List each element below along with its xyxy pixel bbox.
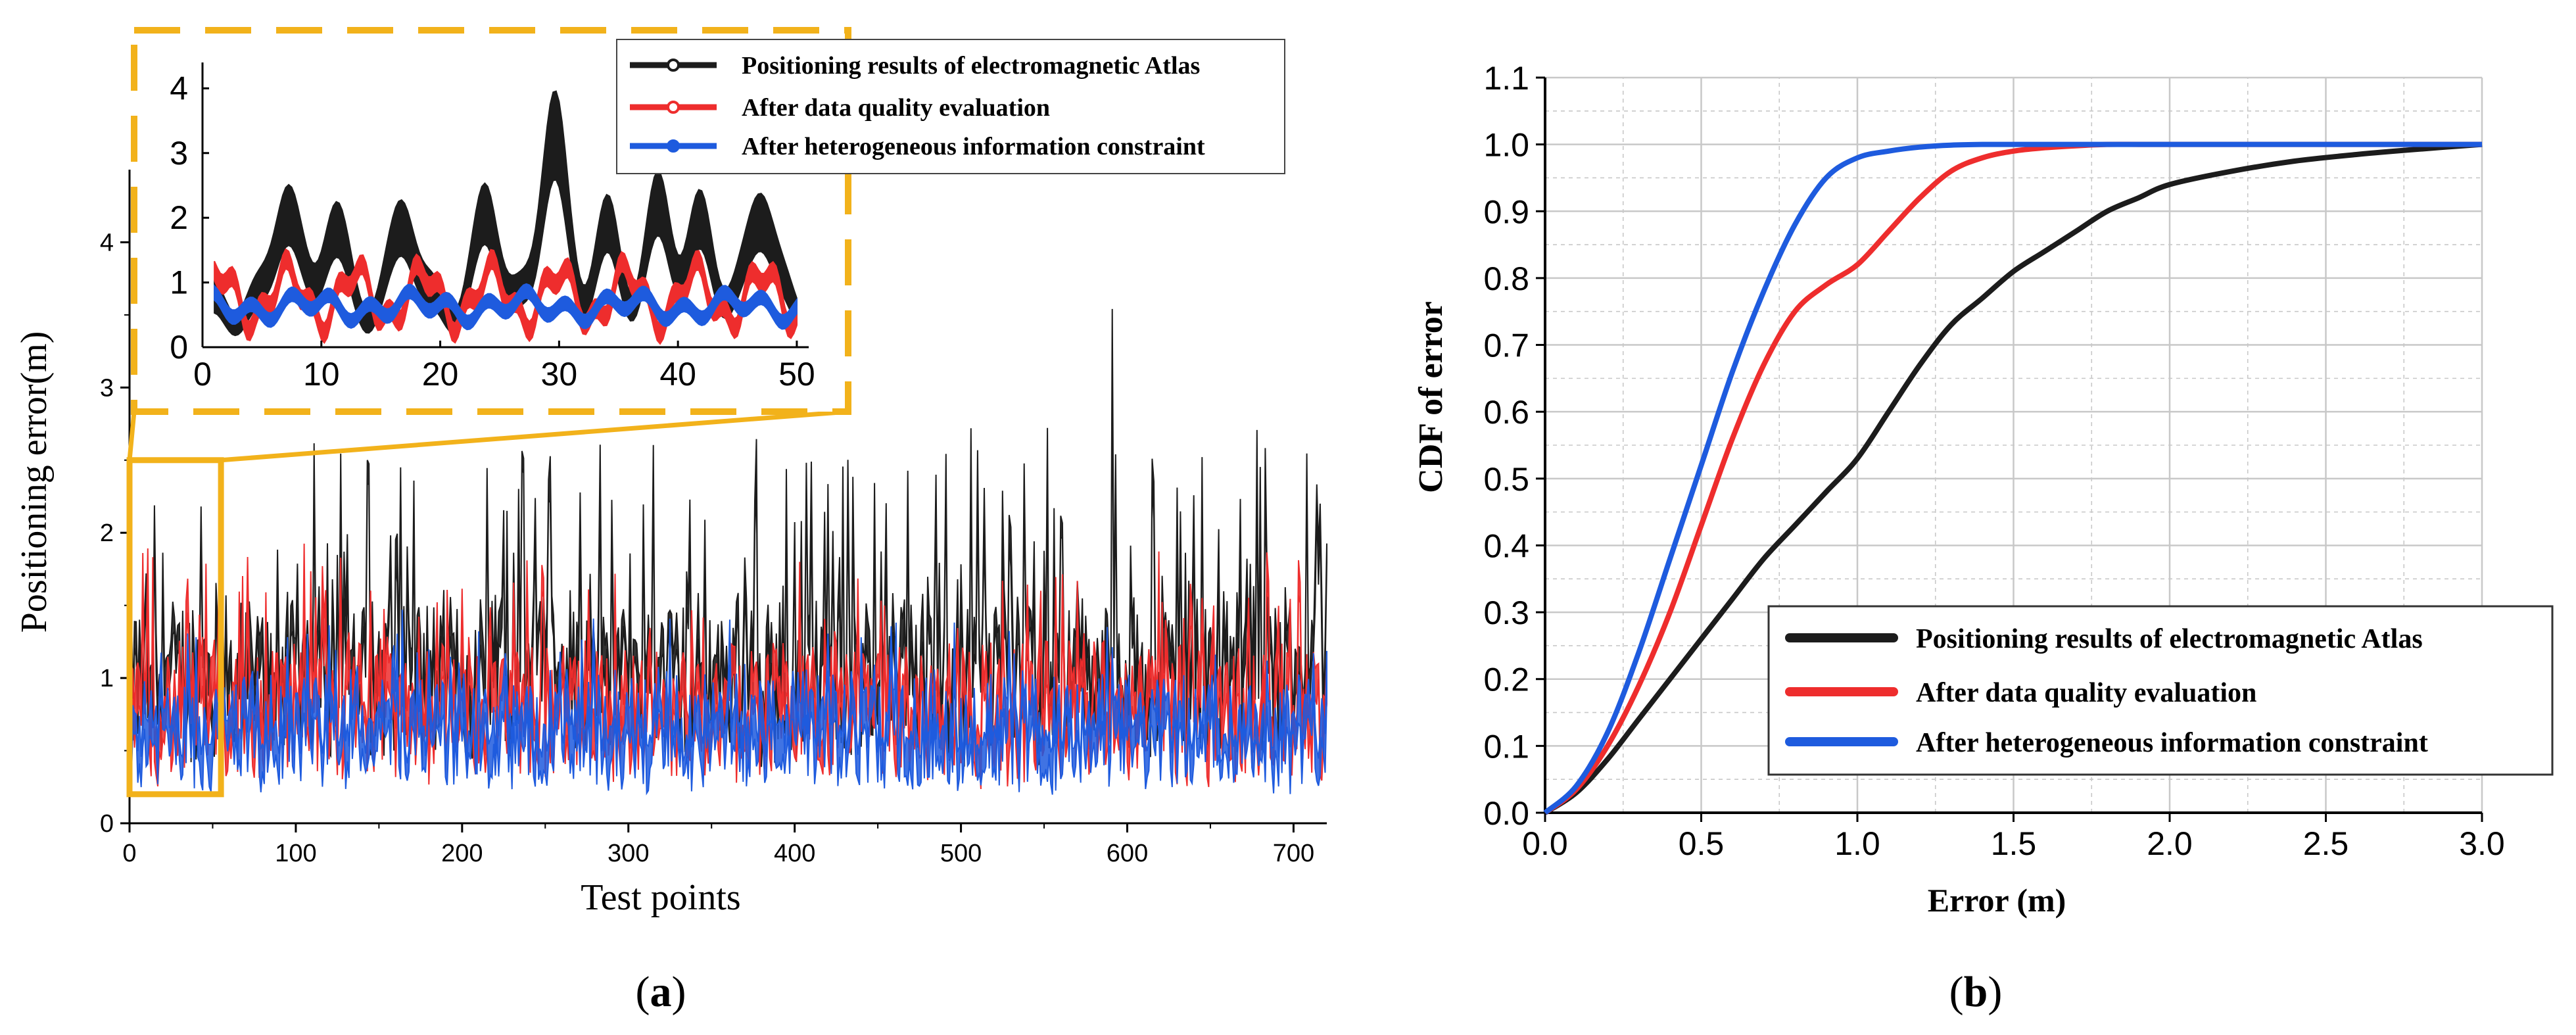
panel-a-x-tick-label: 100 (275, 840, 316, 867)
inset-legend-marker-quality (667, 101, 680, 114)
panel-a-series-group (129, 308, 1327, 796)
panel-b-y-tick-label: 0.7 (1483, 327, 1529, 364)
panel-b-legend: Positioning results of electromagnetic A… (1767, 605, 2554, 776)
panel-b-y-tick-label: 0.3 (1483, 594, 1529, 631)
panel-b-y-tick-label: 0.1 (1483, 728, 1529, 765)
panel-b-x-tick-label: 2.5 (2303, 825, 2349, 862)
panel-b-y-tick-label: 0.2 (1483, 662, 1529, 698)
inset-tick-labels: 0 10 20 30 40 50 0 1 2 3 4 (170, 70, 815, 393)
panel-b-y-tick-label: 0.6 (1483, 394, 1529, 431)
panel-a-y-tick-label: 0 (100, 810, 114, 838)
panel-b-axes (1536, 76, 2483, 822)
panel-a-x-tick-label: 500 (940, 840, 982, 867)
panel-b-y-tick-label: 1.1 (1483, 60, 1529, 97)
panel-b-y-tick-label: 0.8 (1483, 260, 1529, 297)
panel-b-series-heterogeneous (1543, 141, 2482, 815)
panel-b-y-tick-label: 0.0 (1483, 795, 1529, 832)
inset-chart: 0 10 20 30 40 50 0 1 2 3 4 Positioning results of … (131, 27, 1285, 415)
inset-legend-marker-atlas (667, 59, 680, 72)
inset-x-tick-label: 20 (422, 356, 459, 393)
inset-y-tick-label: 0 (170, 329, 188, 366)
inset-series-heterogeneous (214, 283, 798, 331)
inset-legend: Positioning results of electromagnetic A… (616, 39, 1285, 174)
panel-b: 0.0 0.5 1.0 1.5 2.0 2.5 3.0 0.0 0.1 0.2 0.3 0.4 0.5 0… (1412, 60, 2554, 1016)
panel-a-y-axis-label: Positioning error(m) (14, 331, 55, 633)
panel-a-x-tick-label: 600 (1107, 840, 1148, 867)
panel-a-x-tick-label: 300 (608, 840, 649, 867)
panel-b-legend-item-atlas: Positioning results of electromagnetic A… (1785, 624, 2423, 654)
panel-a-caption: (a) (636, 968, 686, 1016)
inset-legend-item-atlas: Positioning results of electromagnetic A… (630, 52, 1200, 80)
zoom-connector-right (220, 409, 849, 463)
inset-x-tick-label: 0 (193, 356, 212, 393)
panel-b-caption-letter: b (1964, 968, 1988, 1016)
panel-b-y-axis-label: CDF of error (1412, 301, 1450, 493)
panel-b-y-tick-label: 0.4 (1483, 527, 1529, 564)
panel-b-x-tick-label: 3.0 (2459, 825, 2505, 862)
panel-b-legend-label-atlas: Positioning results of electromagnetic A… (1916, 624, 2423, 654)
inset-x-tick-label: 10 (303, 356, 340, 393)
inset-legend-label-heterogeneous: After heterogeneous information constrai… (742, 133, 1205, 160)
panel-b-series-group (1543, 141, 2483, 815)
panel-b-tick-labels: 0.0 0.5 1.0 1.5 2.0 2.5 3.0 0.0 0.1 0.2 0.3 0.4 0.5 0… (1483, 60, 2504, 862)
inset-y-tick-label: 3 (170, 135, 188, 172)
inset-x-tick-label: 50 (778, 356, 815, 393)
inset-x-tick-label: 40 (659, 356, 696, 393)
panel-a-caption-open: ( (636, 968, 650, 1016)
panel-b-legend-label-quality: After data quality evaluation (1916, 678, 2256, 708)
panel-a-y-tick-label: 1 (100, 665, 114, 692)
inset-axes (201, 62, 809, 349)
panel-b-x-tick-label: 1.5 (1991, 825, 2037, 862)
inset-series-group (214, 90, 798, 345)
panel-b-x-tick-label: 0.0 (1522, 825, 1568, 862)
panel-b-caption-open: ( (1949, 968, 1964, 1016)
panel-b-caption: (b) (1949, 968, 2003, 1016)
zoom-connector-left (127, 411, 137, 461)
panel-b-x-tick-label: 0.5 (1679, 825, 1725, 862)
panel-b-legend-box (1767, 605, 2554, 776)
zoom-region-box (126, 457, 224, 798)
panel-a-x-tick-label: 200 (441, 840, 483, 867)
panel-b-x-axis-label: Error (m) (1928, 882, 2066, 919)
panel-b-x-tick-label: 2.0 (2147, 825, 2193, 862)
panel-a-y-tick-label: 2 (100, 519, 114, 547)
inset-legend-box (616, 39, 1285, 174)
inset-y-tick-label: 2 (170, 199, 188, 236)
panel-b-y-tick-label: 0.9 (1483, 193, 1529, 230)
panel-b-caption-close: ) (1988, 968, 2002, 1016)
panel-a-caption-letter: a (650, 968, 672, 1016)
panel-b-legend-item-quality: After data quality evaluation (1785, 678, 2256, 708)
panel-b-legend-label-heterogeneous: After heterogeneous information constrai… (1916, 728, 2428, 758)
inset-y-tick-label: 1 (170, 264, 188, 301)
panel-a-caption-close: ) (672, 968, 686, 1016)
panel-b-y-tick-label: 0.5 (1483, 461, 1529, 498)
panel-a-y-tick-label: 3 (100, 374, 114, 402)
panel-a-x-tick-label: 0 (122, 840, 136, 867)
inset-legend-label-quality: After data quality evaluation (742, 94, 1050, 122)
panel-a-x-tick-label: 400 (774, 840, 815, 867)
inset-legend-marker-heterogeneous (667, 139, 680, 153)
inset-dashed-frame (131, 27, 851, 415)
panel-b-y-tick-label: 1.0 (1483, 127, 1529, 164)
inset-x-tick-label: 30 (541, 356, 578, 393)
panel-a-series-heterogeneous (129, 610, 1327, 796)
panel-a-x-tick-label: 700 (1273, 840, 1314, 867)
panel-a-x-axis-label: Test points (581, 877, 740, 918)
inset-y-tick-label: 4 (170, 70, 188, 107)
inset-legend-label-atlas: Positioning results of electromagnetic A… (742, 52, 1200, 80)
panel-b-legend-item-heterogeneous: After heterogeneous information constrai… (1785, 728, 2428, 758)
inset-series-quality (214, 248, 798, 345)
inset-legend-item-heterogeneous: After heterogeneous information constrai… (630, 133, 1205, 160)
panel-a-y-tick-label: 4 (100, 229, 114, 256)
panel-b-series-atlas (1543, 141, 2483, 815)
panel-b-x-tick-label: 1.0 (1834, 825, 1880, 862)
inset-legend-item-quality: After data quality evaluation (630, 94, 1050, 122)
zoom-indicator (126, 409, 849, 798)
